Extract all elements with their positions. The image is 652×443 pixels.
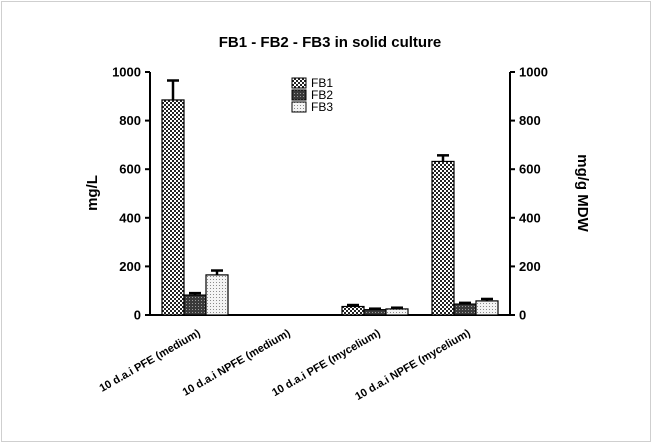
legend-label: FB2 <box>311 88 333 102</box>
y-tick-label-left: 400 <box>119 210 141 225</box>
y-tick-label-right: 600 <box>519 162 541 177</box>
y-axis-label-left: mg/L <box>84 175 101 211</box>
chart-title: FB1 - FB2 - FB3 in solid culture <box>219 34 442 51</box>
left-ticks: 0 200 400 600 800 1000 <box>112 65 150 323</box>
bars <box>161 79 499 316</box>
y-axis-label-right: mg/g MDW <box>574 154 591 232</box>
y-tick-label-right: 400 <box>519 210 541 225</box>
bar-fb1 <box>161 99 185 316</box>
y-tick-label-right: 800 <box>519 113 541 128</box>
legend-swatch <box>291 89 307 101</box>
y-tick-label-right: 1000 <box>519 65 548 80</box>
right-ticks: 0 200 400 600 800 1000 <box>510 65 548 323</box>
bar-fb2 <box>453 303 477 316</box>
bar-fb3 <box>475 300 499 316</box>
y-tick-label-right: 0 <box>519 308 526 323</box>
bar-fb1 <box>341 305 365 316</box>
legend-swatch <box>291 101 307 113</box>
bar-fb3 <box>205 274 229 316</box>
y-tick-label-left: 800 <box>119 113 141 128</box>
y-tick-label-left: 0 <box>134 308 141 323</box>
bar-fb3 <box>385 308 409 316</box>
legend-label: FB3 <box>311 100 333 114</box>
y-tick-label-left: 600 <box>119 162 141 177</box>
y-tick-label-right: 200 <box>519 259 541 274</box>
bar-fb2 <box>183 294 207 316</box>
y-tick-label-left: 200 <box>119 259 141 274</box>
y-tick-label-left: 1000 <box>112 65 141 80</box>
category-labels: 10 d.a.i PFE (medium)10 d.a.i NPFE (medi… <box>98 327 473 403</box>
legend-label: FB1 <box>311 76 333 90</box>
legend-swatch <box>291 77 307 89</box>
bar-fb1 <box>431 160 455 316</box>
bar-fb2 <box>363 309 387 316</box>
